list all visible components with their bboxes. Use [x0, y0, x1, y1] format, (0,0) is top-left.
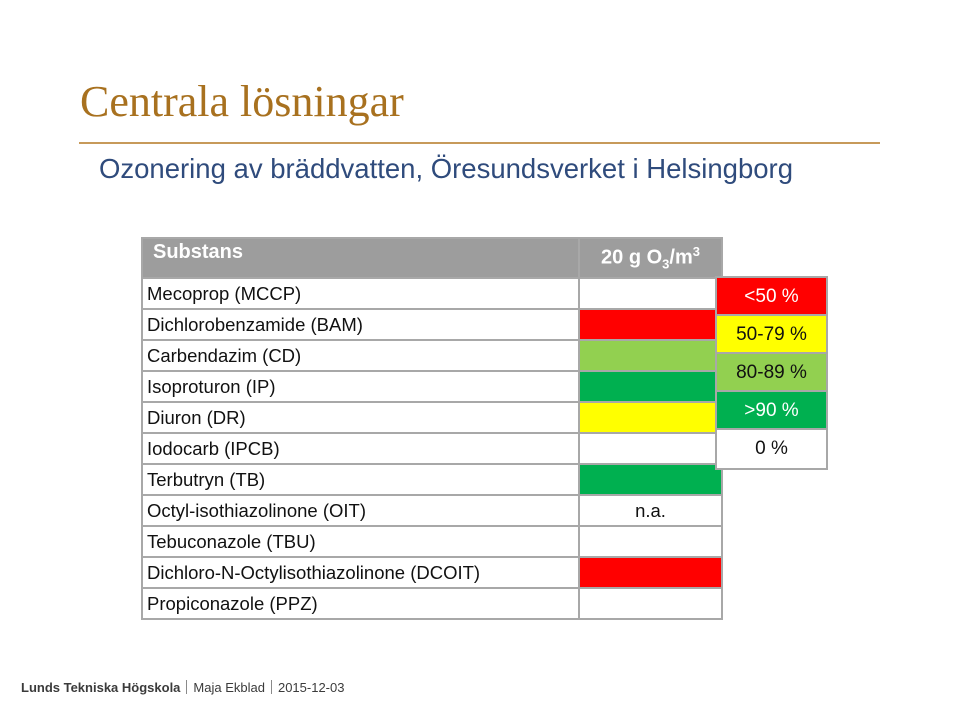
column-header-dose: 20 g O3/m3	[578, 237, 723, 279]
footer-separator	[186, 680, 188, 694]
reduction-cell	[578, 339, 723, 372]
substance-name: Carbendazim (CD)	[141, 339, 580, 372]
substance-name: Terbutryn (TB)	[141, 463, 580, 496]
table-row: Iodocarb (IPCB)	[141, 432, 723, 465]
title-divider	[79, 142, 880, 144]
dose-superscript: 3	[692, 244, 700, 260]
substance-name: Propiconazole (PPZ)	[141, 587, 580, 620]
dose-unit: /m	[669, 246, 693, 269]
table-row: Mecoprop (MCCP)	[141, 277, 723, 310]
table-row: Terbutryn (TB)	[141, 463, 723, 496]
substance-name: Dichlorobenzamide (BAM)	[141, 308, 580, 341]
table-row: Carbendazim (CD)	[141, 339, 723, 372]
substance-name: Isoproturon (IP)	[141, 370, 580, 403]
reduction-cell	[578, 587, 723, 620]
footer-author: Maja Ekblad	[193, 680, 265, 695]
substance-name: Tebuconazole (TBU)	[141, 525, 580, 558]
table-header-row: Substans 20 g O3/m3	[141, 237, 723, 279]
legend-item: 50-79 %	[717, 316, 826, 354]
dose-prefix: 20 g O	[601, 246, 663, 269]
footer-separator	[270, 680, 272, 694]
reduction-cell	[578, 525, 723, 558]
substance-name: Octyl-isothiazolinone (OIT)	[141, 494, 580, 527]
reduction-cell	[578, 401, 723, 434]
substance-name: Mecoprop (MCCP)	[141, 277, 580, 310]
footer: Lunds Tekniska Högskola Maja Ekblad 2015-1…	[21, 680, 344, 695]
reduction-cell	[578, 463, 723, 496]
table-body: Mecoprop (MCCP) Dichlorobenzamide (BAM) Ca…	[141, 277, 723, 620]
slide-subtitle: Ozonering av bräddvatten, Öresundsverket…	[99, 153, 793, 184]
legend-item: >90 %	[717, 392, 826, 430]
substance-name: Iodocarb (IPCB)	[141, 432, 580, 465]
reduction-cell	[578, 370, 723, 403]
table-row: Octyl-isothiazolinone (OIT) n.a.	[141, 494, 723, 527]
footer-organization: Lunds Tekniska Högskola	[21, 680, 181, 695]
footer-date: 2015-12-03	[277, 680, 345, 695]
reduction-cell	[578, 432, 723, 465]
reduction-cell: n.a.	[578, 494, 723, 527]
table-row: Tebuconazole (TBU)	[141, 525, 723, 558]
table-row: Diuron (DR)	[141, 401, 723, 434]
table-row: Isoproturon (IP)	[141, 370, 723, 403]
dose-subscript: 3	[662, 256, 670, 272]
substance-name: Diuron (DR)	[141, 401, 580, 434]
table-row: Dichlorobenzamide (BAM)	[141, 308, 723, 341]
color-legend: <50 % 50-79 % 80-89 % >90 % 0 %	[715, 276, 828, 470]
legend-item: 80-89 %	[717, 354, 826, 392]
results-table: Substans 20 g O3/m3 Mecoprop (MCCP) Dichl…	[141, 237, 723, 620]
column-header-substance: Substans	[141, 237, 580, 279]
table-row: Propiconazole (PPZ)	[141, 587, 723, 620]
reduction-cell	[578, 308, 723, 341]
substance-name: Dichloro-N-Octylisothiazolinone (DCOIT)	[141, 556, 580, 589]
table-row: Dichloro-N-Octylisothiazolinone (DCOIT)	[141, 556, 723, 589]
reduction-cell	[578, 556, 723, 589]
reduction-cell	[578, 277, 723, 310]
slide-title: Centrala lösningar	[80, 77, 404, 126]
legend-item: <50 %	[717, 278, 826, 316]
legend-item: 0 %	[717, 430, 826, 468]
